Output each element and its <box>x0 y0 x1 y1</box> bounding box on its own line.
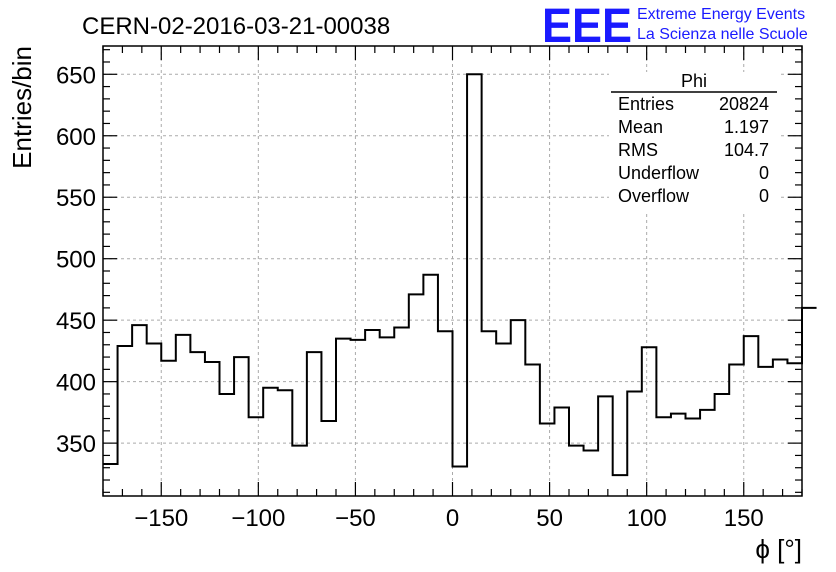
histogram-bin <box>307 352 322 496</box>
y-tick-label: 600 <box>56 124 96 151</box>
histogram-bin <box>686 419 701 496</box>
y-tick-label: 650 <box>56 62 96 89</box>
stats-mean-label: Mean <box>618 117 663 137</box>
histogram-bin <box>642 347 657 496</box>
histogram-bin <box>321 421 336 496</box>
x-tick-label: 0 <box>446 505 459 532</box>
y-tick-label: 550 <box>56 185 96 212</box>
stats-mean-value: 1.197 <box>724 117 769 137</box>
histogram-bin <box>773 360 788 496</box>
histogram-bin <box>700 410 715 496</box>
tick-labels: −150 −100 −50 0 50 100 150 350 400 450 500 550 600 65… <box>56 62 764 532</box>
histogram-bin <box>540 423 555 496</box>
histogram-bin <box>569 446 584 496</box>
histogram-outline <box>103 73 817 477</box>
histogram <box>103 73 817 496</box>
histogram-bin <box>394 328 409 496</box>
histogram-bin <box>598 396 613 496</box>
y-axis-title: Entries/bin <box>7 46 37 169</box>
histogram-bin <box>278 390 293 496</box>
stats-overflow-value: 0 <box>759 186 769 206</box>
ticks <box>102 46 803 496</box>
histogram-bin <box>220 394 235 496</box>
histogram-bin <box>118 346 133 496</box>
stats-entries-label: Entries <box>618 94 674 114</box>
stats-box: Phi Entries 20824 Mean 1.197 RMS 104.7 U… <box>609 71 779 212</box>
histogram-bin <box>292 446 307 496</box>
histogram-bin <box>525 364 540 496</box>
histogram-bin <box>249 417 264 496</box>
histogram-bin <box>380 337 395 496</box>
histogram-bin <box>263 388 278 496</box>
histogram-bin <box>729 364 744 496</box>
histogram-bin <box>671 414 686 496</box>
histogram-bin <box>758 367 773 496</box>
histogram-bin <box>584 451 599 496</box>
histogram-bin <box>656 417 671 496</box>
histogram-bin <box>336 339 351 496</box>
histogram-bin <box>234 357 249 496</box>
histogram-bin <box>147 344 162 496</box>
logo-line-1: Extreme Energy Events <box>637 6 805 23</box>
histogram-bin <box>554 407 569 496</box>
histogram-bin <box>482 331 497 496</box>
histogram-bin <box>161 361 176 496</box>
x-tick-label: −100 <box>231 505 285 532</box>
stats-overflow-label: Overflow <box>618 186 690 206</box>
histogram-bin <box>453 466 468 496</box>
y-tick-label: 400 <box>56 370 96 397</box>
histogram-bin <box>802 308 817 496</box>
histogram-bin <box>467 74 482 496</box>
histogram-bin <box>715 394 730 496</box>
histogram-bin <box>496 344 511 496</box>
x-tick-label: 50 <box>536 505 563 532</box>
stats-underflow-value: 0 <box>759 163 769 183</box>
stats-background <box>609 72 779 212</box>
stats-rms-value: 104.7 <box>724 140 769 160</box>
histogram-bin <box>132 325 147 496</box>
histogram-bin <box>365 330 380 496</box>
y-tick-label: 450 <box>56 308 96 335</box>
histogram-bin <box>787 363 802 496</box>
stats-underflow-label: Underflow <box>618 163 700 183</box>
stats-name: Phi <box>681 71 707 91</box>
histogram-bin <box>409 294 424 496</box>
histogram-bin <box>103 464 118 496</box>
x-axis-title: ϕ [°] <box>755 534 802 564</box>
histogram-bin <box>190 352 205 496</box>
chart-title: CERN-02-2016-03-21-00038 <box>82 13 390 40</box>
logo-line-2: La Scienza nelle Scuole <box>637 26 808 43</box>
x-tick-label: −150 <box>134 505 188 532</box>
x-tick-label: −50 <box>335 505 376 532</box>
histogram-bin <box>438 331 453 496</box>
y-tick-label: 500 <box>56 247 96 274</box>
stats-rms-label: RMS <box>618 140 658 160</box>
histogram-bin <box>511 320 526 496</box>
stats-entries-value: 20824 <box>719 94 769 114</box>
x-tick-label: 150 <box>724 505 764 532</box>
histogram-bin <box>744 336 759 496</box>
histogram-bin <box>613 475 628 496</box>
histogram-bin <box>423 275 438 496</box>
histogram-bin <box>627 391 642 496</box>
histogram-bin <box>351 340 366 496</box>
y-tick-label: 350 <box>56 431 96 458</box>
histogram-bin <box>205 362 220 496</box>
eee-logo: EEE <box>542 0 632 53</box>
histogram-bin <box>176 335 191 496</box>
x-tick-label: 100 <box>627 505 667 532</box>
